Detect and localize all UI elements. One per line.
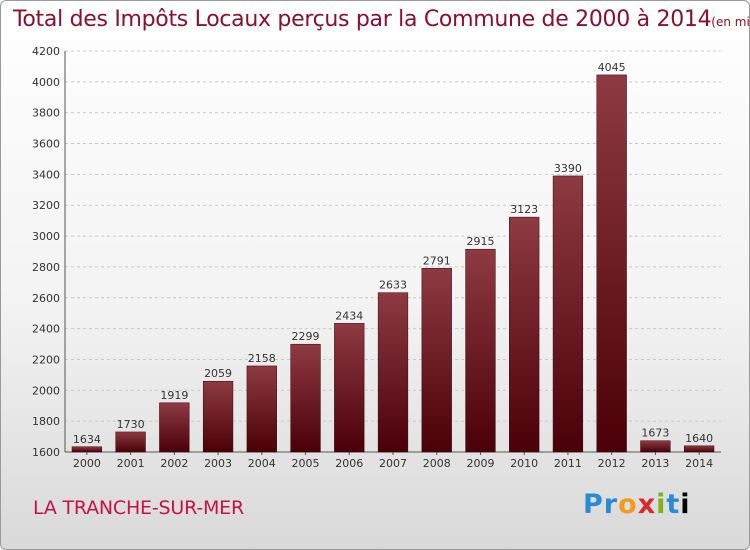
bar-2000 — [71, 446, 102, 453]
x-tick-label: 2010 — [510, 457, 538, 470]
y-tick-label: 4200 — [32, 45, 60, 58]
y-tick-label: 4000 — [32, 76, 60, 89]
commune-name: LA TRANCHE-SUR-MER — [33, 497, 244, 519]
x-tick-label: 2004 — [248, 457, 276, 470]
bar-value-label: 1634 — [73, 433, 101, 446]
bar-value-label: 4045 — [598, 61, 626, 74]
bar-value-label: 2915 — [466, 235, 494, 248]
x-tick-label: 2005 — [292, 457, 320, 470]
y-tick-label: 2800 — [32, 261, 60, 274]
bars — [71, 74, 715, 453]
bar-2013 — [640, 440, 671, 453]
bar-2001 — [115, 431, 146, 453]
bar-2012 — [596, 74, 627, 453]
bar-2005 — [290, 343, 321, 453]
x-tick-label: 2011 — [554, 457, 582, 470]
bar-value-label: 2299 — [292, 330, 320, 343]
x-tick-label: 2012 — [598, 457, 626, 470]
bar-2003 — [202, 380, 234, 453]
x-tick-label: 2000 — [73, 457, 101, 470]
y-tick-label: 2000 — [32, 384, 60, 397]
bar-value-label: 2059 — [204, 367, 232, 380]
data-labels: 1634 1730 1919 2059 2158 2299 2434 2633 2791 2915… — [73, 61, 713, 446]
y-tick-label: 1800 — [32, 415, 60, 428]
bar-2011 — [552, 175, 584, 453]
y-tick-label: 2200 — [32, 353, 60, 366]
bar-value-label: 2633 — [379, 279, 407, 292]
y-tick-label: 3000 — [32, 230, 60, 243]
chart-subtitle: (en milliers d'€) — [711, 15, 750, 29]
x-tick-label: 2013 — [641, 457, 669, 470]
bar-2008 — [421, 268, 452, 453]
x-tick-label: 2008 — [423, 457, 451, 470]
bar-value-label: 2158 — [248, 352, 276, 365]
bar-value-label: 2791 — [423, 254, 451, 267]
bar-2006 — [334, 323, 365, 453]
bar-value-label: 1730 — [117, 418, 145, 431]
bar-value-label: 1673 — [641, 427, 669, 440]
chart-title: Total des Impôts Locaux perçus par la Co… — [13, 7, 750, 32]
x-tick-label: 2003 — [204, 457, 232, 470]
bar-2014 — [684, 445, 715, 453]
bar-2004 — [246, 365, 277, 453]
bar-2007 — [377, 292, 409, 453]
bar-value-label: 3123 — [510, 203, 538, 216]
x-tick-label: 2007 — [379, 457, 407, 470]
y-tick-label: 2400 — [32, 323, 60, 336]
x-tick-label: 2001 — [117, 457, 145, 470]
bar-value-label: 2434 — [335, 309, 363, 322]
y-tick-label: 3400 — [32, 168, 60, 181]
y-tick-label: 3600 — [32, 138, 60, 151]
x-tick-label: 2002 — [160, 457, 188, 470]
bar-2009 — [465, 248, 496, 453]
bar-value-label: 1919 — [160, 389, 188, 402]
bar-value-label: 1640 — [685, 432, 713, 445]
bar-value-label: 3390 — [554, 162, 582, 175]
y-tick-label: 1600 — [32, 446, 60, 459]
y-tick-label: 3800 — [32, 107, 60, 120]
bar-2010 — [509, 216, 540, 453]
proxiti-logo[interactable]: Proxiti — [583, 489, 691, 520]
x-tick-label: 2014 — [685, 457, 713, 470]
y-tick-label: 3200 — [32, 199, 60, 212]
y-tick-label: 2600 — [32, 292, 60, 305]
x-tick-label: 2006 — [335, 457, 363, 470]
chart-title-text: Total des Impôts Locaux perçus par la Co… — [13, 7, 712, 32]
x-tick-label: 2009 — [466, 457, 494, 470]
bar-2002 — [159, 402, 190, 453]
